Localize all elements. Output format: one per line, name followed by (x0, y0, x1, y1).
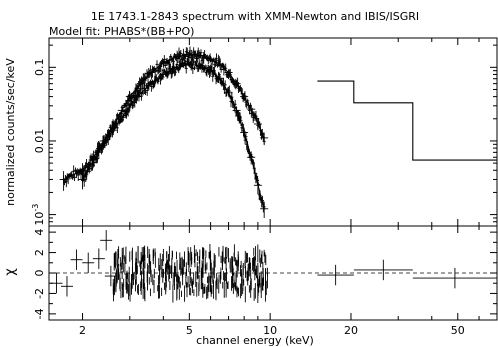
x-tick-label: 50 (451, 324, 465, 337)
y-tick-label: 4 (33, 229, 46, 236)
y-tick-label: 0.1 (33, 59, 46, 77)
spectrum-x-ticks (82, 38, 498, 226)
x-tick-label: 10 (263, 324, 277, 337)
x-tick-label: 2 (79, 324, 86, 337)
residual-x-ticks: 2 5 10 20 50 (79, 226, 498, 337)
chart-title: 1E 1743.1-2843 spectrum with XMM-Newton … (91, 10, 419, 23)
x-tick-label: 20 (344, 324, 358, 337)
residual-data (50, 230, 497, 304)
model-curve (82, 63, 265, 209)
residual-y-axis-label: χ (3, 268, 18, 276)
spectrum-plot-frame (48, 37, 498, 227)
x-axis-label: channel energy (keV) (196, 334, 314, 347)
y-tick-exponent: -3 (31, 204, 40, 212)
spectrum-y-axis-label: normalized counts/sec/keV (4, 58, 17, 206)
spectrum-data (59, 46, 497, 218)
spectrum-panel: 10-3 0.01 0.1 normalized counts/sec/keV (4, 37, 498, 227)
y-tick-label: 0 (33, 270, 46, 277)
chart-subtitle: Model fit: PHABS*(BB+PO) (49, 25, 194, 38)
y-tick-label: -2 (33, 288, 46, 299)
y-tick-label: -4 (33, 308, 46, 319)
y-tick-label: 0.01 (33, 129, 46, 154)
y-tick-label: 10-3 (31, 204, 46, 226)
residual-panel: 2 5 10 20 50 -4 -2 0 2 4 χ (3, 225, 498, 337)
isgri-step (317, 80, 497, 161)
y-tick-label: 2 (33, 249, 46, 256)
residual-y-ticks: -4 -2 0 2 4 (33, 229, 497, 319)
x-tick-label: 5 (186, 324, 193, 337)
